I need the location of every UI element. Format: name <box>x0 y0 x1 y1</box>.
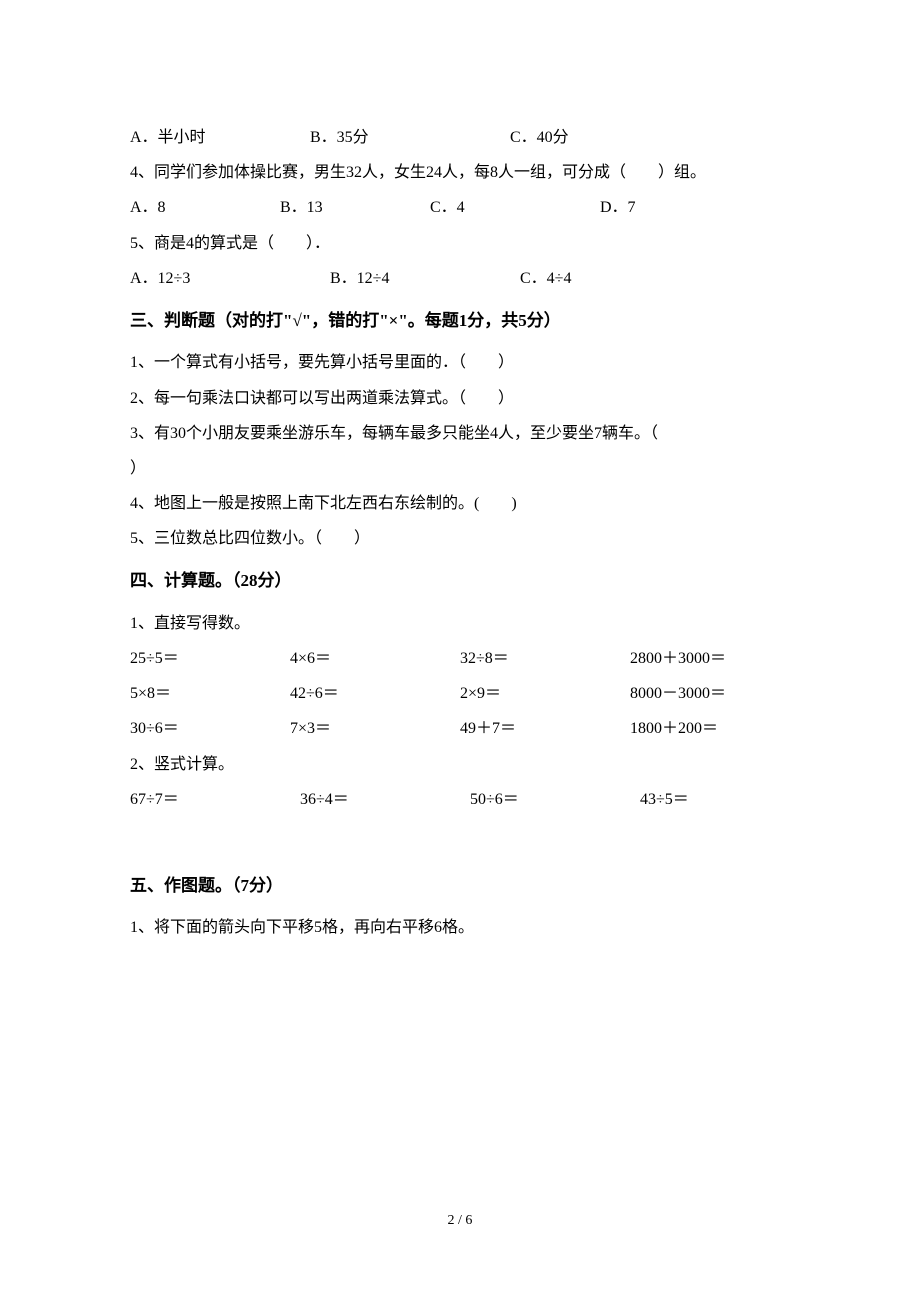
q4-choice-c: C．4 <box>430 190 600 225</box>
section3-q2: 2、每一句乘法口诀都可以写出两道乘法算式。（ ） <box>130 381 790 416</box>
calc-r3c3: 49＋7＝ <box>460 711 630 746</box>
section3-q4: 4、地图上一般是按照上南下北左西右东绘制的。( ) <box>130 486 790 521</box>
section3-q3-line2: ） <box>130 451 790 486</box>
calc-r3c2: 7×3＝ <box>290 711 460 746</box>
q5-choice-b: B．12÷4 <box>330 261 520 296</box>
section3-q1: 1、一个算式有小括号，要先算小括号里面的．（ ） <box>130 345 790 380</box>
calc-r4c2: 36÷4＝ <box>300 782 470 817</box>
section3-heading: 三、判断题（对的打"√"，错的打"×"。每题1分，共5分） <box>130 302 790 339</box>
section5-q1: 1、将下面的箭头向下平移5格，再向右平移6格。 <box>130 910 790 945</box>
section3-q5: 5、三位数总比四位数小。（ ） <box>130 521 790 556</box>
q4-text: 4、同学们参加体操比赛，男生32人，女生24人，每8人一组，可分成（ ）组。 <box>130 155 790 190</box>
calc-r4c1: 67÷7＝ <box>130 782 300 817</box>
calc-row-3: 30÷6＝ 7×3＝ 49＋7＝ 1800＋200＝ <box>130 711 790 746</box>
q3-choice-a: A．半小时 <box>130 120 310 155</box>
calc-r3c4: 1800＋200＝ <box>630 711 790 746</box>
q3-choices: A．半小时 B．35分 C．40分 <box>130 120 790 155</box>
q5-choices: A．12÷3 B．12÷4 C．4÷4 <box>130 261 790 296</box>
calc-r2c2: 42÷6＝ <box>290 676 460 711</box>
q5-choice-c: C．4÷4 <box>520 261 670 296</box>
section4-heading: 四、计算题。（28分） <box>130 562 790 599</box>
calc-r4c4: 43÷5＝ <box>640 782 790 817</box>
q3-choice-c: C．40分 <box>510 120 660 155</box>
calc-r1c2: 4×6＝ <box>290 641 460 676</box>
blank-spacer <box>130 817 790 837</box>
calc-r2c4: 8000－3000＝ <box>630 676 790 711</box>
calc-r3c1: 30÷6＝ <box>130 711 290 746</box>
page-footer: 2 / 6 <box>130 1206 790 1237</box>
q4-choice-a: A．8 <box>130 190 280 225</box>
section3-q3-line1: 3、有30个小朋友要乘坐游乐车，每辆车最多只能坐4人，至少要坐7辆车。（ <box>130 416 790 451</box>
calc-r1c1: 25÷5＝ <box>130 641 290 676</box>
section5-heading: 五、作图题。（7分） <box>130 867 790 904</box>
calc-r4c3: 50÷6＝ <box>470 782 640 817</box>
calc-r1c4: 2800＋3000＝ <box>630 641 790 676</box>
q5-text: 5、商是4的算式是（ ）． <box>130 226 790 261</box>
calc-row-1: 25÷5＝ 4×6＝ 32÷8＝ 2800＋3000＝ <box>130 641 790 676</box>
calc-r1c3: 32÷8＝ <box>460 641 630 676</box>
calc-row-2: 5×8＝ 42÷6＝ 2×9＝ 8000－3000＝ <box>130 676 790 711</box>
q5-choice-a: A．12÷3 <box>130 261 330 296</box>
section4-sub1: 1、直接写得数。 <box>130 606 790 641</box>
q3-choice-b: B．35分 <box>310 120 510 155</box>
q4-choices: A．8 B．13 C．4 D．7 <box>130 190 790 225</box>
calc-r2c1: 5×8＝ <box>130 676 290 711</box>
section4-sub2: 2、竖式计算。 <box>130 747 790 782</box>
q4-choice-b: B．13 <box>280 190 430 225</box>
calc-r2c3: 2×9＝ <box>460 676 630 711</box>
calc-row-4: 67÷7＝ 36÷4＝ 50÷6＝ 43÷5＝ <box>130 782 790 817</box>
q4-choice-d: D．7 <box>600 190 700 225</box>
